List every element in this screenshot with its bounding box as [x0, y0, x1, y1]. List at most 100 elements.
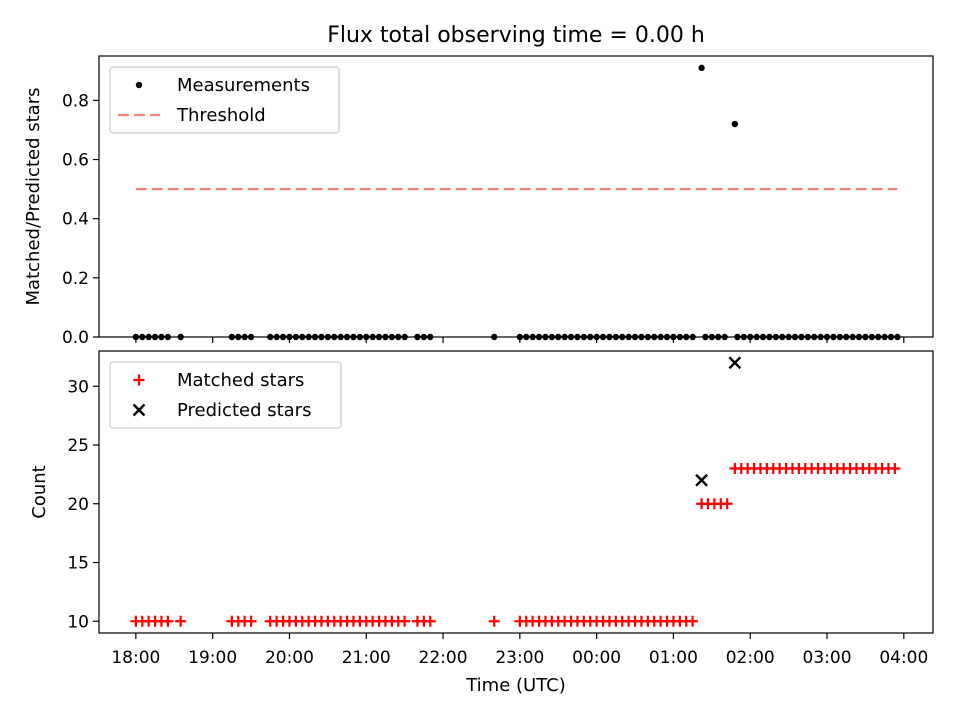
y-tick-label: 30 — [67, 377, 89, 397]
measurements-point — [561, 333, 568, 341]
measurements-point — [721, 333, 728, 341]
measurements-point — [139, 333, 146, 341]
measurements-point — [587, 333, 594, 341]
matched-stars-point — [721, 498, 733, 510]
measurements-point — [164, 333, 172, 341]
y-tick-label: 0.0 — [62, 328, 89, 348]
measurements-point — [414, 333, 421, 341]
measurements-point — [395, 333, 402, 341]
measurements-point — [375, 333, 383, 341]
measurements-point — [599, 333, 607, 341]
measurements-point — [734, 333, 741, 341]
measurements-point — [292, 333, 300, 341]
measurements-point — [823, 333, 831, 341]
measurements-point — [567, 333, 575, 341]
measurements-point — [548, 333, 556, 341]
matched-stars-point — [175, 615, 187, 627]
x-tick-label: 03:00 — [803, 648, 852, 668]
measurements-point — [785, 333, 792, 341]
x-tick-label: 01:00 — [649, 648, 698, 668]
y-tick-label: 20 — [67, 495, 89, 515]
measurements-point — [731, 120, 739, 128]
measurements-point — [657, 333, 664, 341]
legend-label: Threshold — [176, 105, 266, 126]
measurements-point — [535, 333, 543, 341]
measurements-point — [619, 333, 626, 341]
legend-label: Measurements — [177, 75, 310, 96]
y-tick-label: 0.2 — [62, 269, 89, 289]
measurements-point — [894, 333, 901, 341]
measurements-point — [862, 333, 869, 341]
matched-stars-point — [245, 615, 257, 627]
measurements-point — [663, 333, 671, 341]
measurements-point — [388, 333, 396, 341]
measurements-point — [798, 333, 805, 341]
measurements-point — [369, 333, 376, 341]
measurements-point — [273, 333, 280, 341]
y-tick-label: 15 — [67, 554, 89, 574]
legend-swatch — [132, 403, 146, 417]
measurements-point — [766, 333, 773, 341]
measurements-point — [241, 333, 248, 341]
matched-stars-point — [488, 615, 500, 627]
measurements-point — [529, 333, 536, 341]
measurements-point — [580, 333, 588, 341]
measurements-point — [670, 333, 677, 341]
plot-frame — [98, 350, 934, 634]
legend-swatch — [133, 374, 145, 386]
measurements-point — [779, 333, 786, 341]
panel-ratio: 0.0 0.2 0.4 0.6 0.8 Matched/Predicted stars Me… — [23, 55, 934, 348]
predicted-stars-point — [728, 356, 742, 370]
measurements-point — [817, 333, 824, 341]
measurements-point — [555, 333, 562, 341]
legend-swatch — [135, 81, 143, 89]
measurements-point — [337, 333, 344, 341]
measurements-point — [235, 333, 242, 341]
legend-box — [109, 361, 342, 429]
legend-box — [109, 66, 340, 134]
measurements-point — [625, 333, 632, 341]
plot-frame — [98, 55, 934, 338]
legend-label: Predicted stars — [177, 400, 311, 421]
measurements-point — [542, 333, 549, 341]
measurements-point — [651, 333, 658, 341]
matched-stars-point — [687, 615, 699, 627]
measurements-point — [279, 333, 287, 341]
measurements-point — [331, 333, 338, 341]
measurements-point — [791, 333, 799, 341]
measurements-point — [606, 333, 613, 341]
x-tick-label: 00:00 — [572, 648, 621, 668]
x-tick-label: 23:00 — [495, 648, 544, 668]
measurements-point — [158, 333, 165, 341]
matched-stars-point — [162, 615, 174, 627]
measurements-point — [747, 333, 754, 341]
measurements-point — [702, 333, 709, 341]
measurements-point — [420, 333, 428, 341]
measurements-point — [753, 333, 760, 341]
measurements-point — [868, 333, 876, 341]
measurements-point — [523, 333, 530, 341]
x-tick-label: 19:00 — [188, 648, 237, 668]
measurements-point — [574, 333, 581, 341]
measurements-point — [318, 333, 325, 341]
y-axis-label: Count — [29, 465, 50, 518]
y-axis-label: Matched/Predicted stars — [23, 88, 44, 306]
panel-count: 10 15 20 25 30 18:00 19:00 20:00 21:00 22:00 23:00… — [29, 350, 934, 668]
measurements-point — [427, 333, 434, 341]
measurements-point — [382, 333, 389, 341]
x-tick-label: 04:00 — [879, 648, 928, 668]
measurements-point — [644, 333, 652, 341]
measurements-point — [740, 333, 748, 341]
measurements-point — [631, 333, 639, 341]
measurements-point — [811, 333, 818, 341]
measurements-point — [299, 333, 306, 341]
x-tick-label: 20:00 — [265, 648, 314, 668]
measurements-point — [491, 333, 498, 341]
measurements-point — [804, 333, 812, 341]
measurements-point — [350, 333, 357, 341]
measurements-point — [177, 333, 184, 341]
measurements-point — [715, 333, 722, 341]
measurements-point — [305, 333, 312, 341]
measurements-point — [516, 333, 524, 341]
